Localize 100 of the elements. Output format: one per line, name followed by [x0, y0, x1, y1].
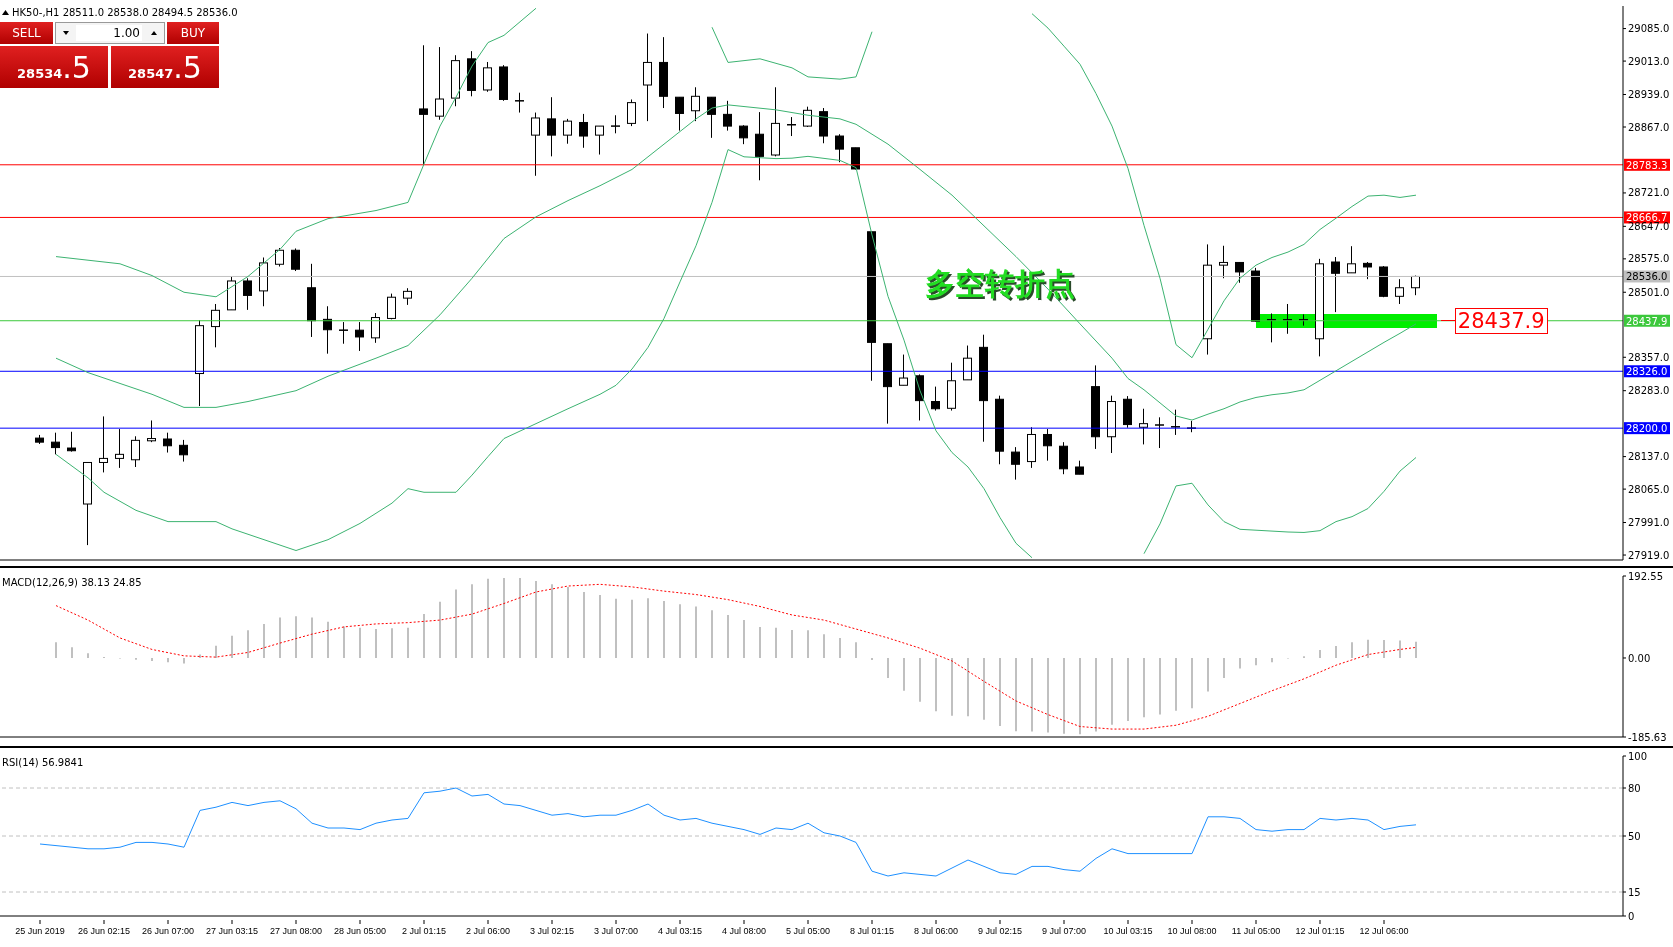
- bar: [1047, 657, 1049, 733]
- bar: [247, 630, 249, 658]
- candlestick: [211, 303, 220, 348]
- bar: [471, 584, 473, 658]
- candlestick: [51, 432, 60, 455]
- line-series: [711, 26, 873, 80]
- bar: [295, 616, 297, 658]
- candlestick: [1395, 278, 1404, 305]
- bar: [263, 623, 265, 658]
- x-tick-label: 3 Jul 02:15: [529, 926, 575, 936]
- x-tick-label: 2 Jul 06:00: [465, 926, 511, 936]
- bar: [1063, 657, 1065, 734]
- x-tick-label: 9 Jul 07:00: [1041, 926, 1087, 936]
- bar: [231, 635, 233, 658]
- candlestick: [579, 113, 588, 149]
- x-tick-label: 8 Jul 06:00: [913, 926, 959, 936]
- x-tick-label: 28 Jun 05:00: [333, 926, 387, 936]
- bar: [999, 657, 1001, 727]
- candlestick: [643, 33, 652, 122]
- chart-title: MACD(12,26,9) 38.13 24.85: [2, 577, 142, 588]
- bar: [503, 577, 505, 658]
- candlestick: [435, 46, 444, 121]
- bar: [1335, 646, 1337, 658]
- candlestick: [899, 354, 908, 386]
- candlestick: [963, 345, 972, 381]
- candlestick: [147, 419, 156, 443]
- x-tick-label: 9 Jul 02:15: [977, 926, 1023, 936]
- line-series: [39, 787, 1417, 877]
- bar: [823, 634, 825, 658]
- x-tick-label: 2 Jul 01:15: [401, 926, 447, 936]
- candlestick: [483, 61, 492, 93]
- bar: [679, 604, 681, 658]
- y-tick-label: 80: [1628, 782, 1641, 794]
- bar: [839, 637, 841, 658]
- bar: [711, 610, 713, 658]
- candlestick: [179, 439, 188, 463]
- y-tick-label: 28501.0: [1628, 286, 1670, 298]
- bar: [519, 577, 521, 658]
- bar: [1351, 642, 1353, 658]
- candlestick: [419, 44, 428, 166]
- bar: [1127, 657, 1129, 721]
- y-tick-label: 15: [1628, 886, 1641, 898]
- x-tick-label: 11 Jul 05:00: [1231, 926, 1281, 936]
- ref-line-label: 28200.0: [1626, 423, 1668, 435]
- y-tick-label: 28575.0: [1628, 253, 1670, 265]
- bar: [1015, 657, 1017, 732]
- bar: [327, 621, 329, 658]
- ref-line-label: 28437.9: [1626, 315, 1668, 327]
- line-series: [1143, 457, 1417, 555]
- candlestick: [1347, 245, 1356, 274]
- y-tick-label: 0.00: [1628, 652, 1651, 664]
- x-tick-label: 25 Jun 2019: [15, 926, 65, 936]
- bar: [663, 600, 665, 658]
- bar: [407, 627, 409, 658]
- candlestick: [595, 125, 604, 156]
- candlestick: [387, 293, 396, 320]
- x-tick-label: 4 Jul 03:15: [657, 926, 703, 936]
- bar: [1367, 639, 1369, 658]
- ref-line-label: 28783.3: [1626, 159, 1668, 171]
- bar: [311, 617, 313, 658]
- x-tick-label: 27 Jun 03:15: [205, 926, 259, 936]
- bar: [343, 626, 345, 658]
- bar: [487, 578, 489, 658]
- bar: [535, 580, 537, 658]
- x-tick-label: 10 Jul 08:00: [1167, 926, 1217, 936]
- bar: [151, 657, 153, 661]
- bar: [1255, 657, 1257, 666]
- candlestick: [1059, 441, 1068, 475]
- bar: [183, 657, 185, 664]
- x-tick-label: 5 Jul 05:00: [785, 926, 831, 936]
- chart-title: HK50-,H1 28511.0 28538.0 28494.5 28536.0: [12, 7, 238, 18]
- x-tick-label: 10 Jul 03:15: [1103, 926, 1153, 936]
- candlestick: [739, 124, 748, 145]
- y-tick-label: 0: [1628, 910, 1635, 922]
- bar: [855, 642, 857, 658]
- bar: [871, 657, 873, 661]
- x-tick-label: 26 Jun 07:00: [141, 926, 195, 936]
- annotation: 28547.5: [128, 49, 202, 85]
- y-tick-label: 28065.0: [1628, 483, 1670, 495]
- candlestick: [1235, 261, 1244, 284]
- bar: [551, 584, 553, 658]
- y-tick-label: 28357.0: [1628, 351, 1670, 363]
- candlestick: [338, 321, 349, 345]
- bar: [759, 626, 761, 658]
- bar: [375, 629, 377, 658]
- bar: [1143, 657, 1145, 718]
- bar: [279, 617, 281, 658]
- bar: [1191, 657, 1193, 709]
- y-tick-label: 27991.0: [1628, 517, 1670, 529]
- bar: [567, 586, 569, 658]
- candlestick: [691, 86, 700, 122]
- bar: [1415, 641, 1417, 658]
- candlestick: [627, 98, 636, 127]
- y-tick-label: 28721.0: [1628, 187, 1670, 199]
- annotation: BUY: [167, 22, 219, 44]
- candlestick: [563, 118, 572, 145]
- candlestick: [99, 415, 108, 473]
- bar: [423, 614, 425, 658]
- candlestick: [1154, 416, 1165, 449]
- bar: [599, 594, 601, 658]
